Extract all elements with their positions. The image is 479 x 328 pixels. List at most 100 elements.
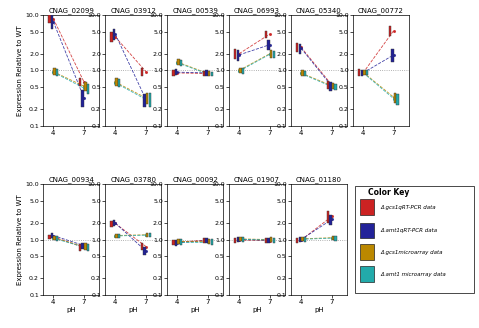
Bar [329, 215, 331, 225]
Bar [208, 239, 210, 244]
Bar [334, 84, 337, 90]
Bar [54, 236, 56, 240]
Bar [81, 90, 84, 107]
Bar [388, 26, 391, 36]
Bar [304, 237, 306, 242]
Bar [87, 84, 89, 94]
Title: CNAG_01907: CNAG_01907 [234, 176, 280, 183]
Bar [332, 83, 334, 89]
Text: Δ gcs1microarray data: Δ gcs1microarray data [380, 250, 443, 255]
Bar [113, 220, 115, 226]
Bar [172, 71, 174, 76]
Bar [329, 82, 331, 91]
Title: CNAG_03780: CNAG_03780 [110, 176, 156, 183]
Bar [205, 71, 208, 76]
Bar [394, 92, 396, 103]
Bar [84, 82, 87, 92]
Bar [332, 236, 334, 240]
Text: Δ amt1qRT-PCR data: Δ amt1qRT-PCR data [380, 228, 437, 234]
Bar [211, 72, 213, 76]
X-axis label: pH: pH [314, 307, 324, 313]
Bar [113, 29, 115, 40]
Title: CNAG_06993: CNAG_06993 [234, 7, 280, 14]
Bar [234, 49, 237, 59]
Bar [56, 236, 58, 240]
Bar [363, 70, 365, 75]
Title: CNAG_00539: CNAG_00539 [172, 7, 218, 14]
Bar [48, 235, 51, 239]
Bar [358, 69, 360, 76]
Bar [273, 51, 275, 58]
Bar [267, 238, 270, 243]
Bar [54, 68, 56, 75]
Bar [267, 40, 270, 50]
Bar [146, 233, 148, 237]
Bar [304, 71, 306, 76]
Bar [301, 71, 304, 76]
Bar [265, 238, 267, 243]
Title: CNAG_00934: CNAG_00934 [48, 176, 94, 183]
Bar [110, 32, 113, 42]
Bar [118, 79, 120, 87]
Y-axis label: Expression Relative to WT: Expression Relative to WT [17, 194, 23, 285]
Bar [360, 199, 374, 215]
Bar [177, 239, 180, 244]
Title: CNAG_02099: CNAG_02099 [48, 7, 94, 14]
Bar [141, 243, 143, 250]
Text: Color Key: Color Key [368, 188, 409, 197]
Title: CNAG_00772: CNAG_00772 [358, 7, 404, 14]
Bar [234, 238, 237, 243]
Bar [79, 244, 81, 251]
Bar [397, 94, 399, 105]
Bar [177, 59, 180, 65]
Bar [360, 266, 374, 282]
Bar [270, 50, 273, 58]
Bar [205, 238, 208, 243]
Bar [270, 237, 273, 242]
FancyBboxPatch shape [355, 186, 474, 293]
Bar [148, 233, 151, 237]
Bar [237, 237, 239, 242]
Bar [365, 70, 368, 75]
Bar [239, 236, 242, 241]
Bar [180, 239, 182, 245]
Bar [110, 220, 113, 227]
Bar [51, 233, 53, 238]
Bar [51, 15, 53, 29]
Bar [327, 212, 329, 223]
Bar [296, 43, 298, 52]
Bar [172, 239, 174, 245]
Bar [48, 15, 51, 23]
Bar [273, 238, 275, 243]
Bar [146, 92, 148, 104]
Title: CNAG_01180: CNAG_01180 [296, 176, 342, 183]
Bar [298, 44, 301, 54]
Bar [242, 237, 244, 242]
Bar [180, 60, 182, 66]
Bar [148, 92, 151, 107]
Title: CNAG_05340: CNAG_05340 [296, 7, 342, 14]
Bar [242, 68, 244, 74]
Bar [296, 238, 298, 243]
Title: CNAG_00092: CNAG_00092 [172, 176, 218, 183]
Bar [175, 240, 177, 246]
X-axis label: pH: pH [67, 307, 76, 313]
X-axis label: pH: pH [128, 307, 138, 313]
Bar [237, 50, 239, 61]
Bar [115, 78, 118, 86]
Text: Δ amt1 microarray data: Δ amt1 microarray data [380, 272, 446, 277]
Bar [79, 78, 81, 86]
Bar [118, 234, 120, 238]
Bar [239, 68, 242, 73]
Bar [265, 31, 267, 38]
Bar [115, 234, 118, 238]
Bar [81, 243, 84, 249]
Bar [211, 239, 213, 245]
Bar [361, 71, 363, 76]
Bar [203, 71, 205, 76]
Bar [391, 49, 394, 62]
Bar [56, 69, 58, 76]
Bar [141, 68, 143, 76]
Bar [208, 72, 210, 76]
X-axis label: pH: pH [190, 307, 200, 313]
